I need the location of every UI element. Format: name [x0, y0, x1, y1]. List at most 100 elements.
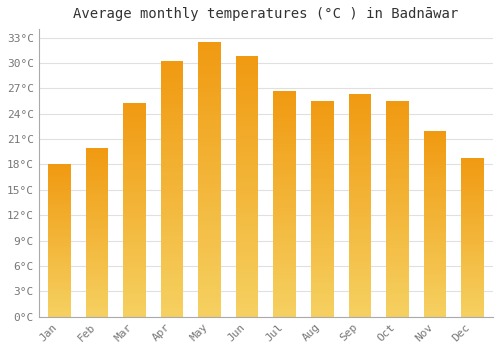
Bar [86, 210, 108, 212]
Bar [236, 291, 258, 295]
Bar [311, 148, 334, 151]
Bar [311, 259, 334, 263]
Bar [86, 249, 108, 252]
Bar [424, 267, 446, 270]
Bar [86, 289, 108, 292]
Bar [274, 121, 296, 125]
Bar [198, 92, 221, 97]
Bar [124, 206, 146, 210]
Bar [386, 198, 408, 202]
Bar [161, 304, 184, 308]
Bar [198, 60, 221, 65]
Bar [311, 252, 334, 256]
Bar [274, 140, 296, 144]
Bar [386, 191, 408, 195]
Bar [48, 289, 70, 292]
Bar [386, 274, 408, 277]
Bar [198, 102, 221, 106]
Bar [86, 207, 108, 210]
Bar [198, 46, 221, 51]
Bar [86, 170, 108, 173]
Bar [386, 133, 408, 137]
Bar [311, 184, 334, 187]
Bar [124, 267, 146, 271]
Bar [386, 234, 408, 238]
Bar [124, 220, 146, 224]
Bar [86, 246, 108, 249]
Bar [461, 253, 483, 256]
Bar [236, 286, 258, 291]
Bar [161, 168, 184, 172]
Bar [274, 189, 296, 192]
Bar [198, 170, 221, 175]
Bar [386, 105, 408, 108]
Bar [274, 204, 296, 208]
Bar [198, 202, 221, 207]
Bar [311, 195, 334, 198]
Bar [124, 128, 146, 131]
Bar [161, 291, 184, 295]
Bar [161, 83, 184, 87]
Bar [198, 147, 221, 152]
Bar [161, 295, 184, 300]
Bar [424, 165, 446, 168]
Bar [86, 258, 108, 260]
Bar [124, 299, 146, 302]
Bar [236, 256, 258, 260]
Bar [86, 272, 108, 274]
Bar [386, 277, 408, 281]
Bar [48, 258, 70, 261]
Bar [198, 253, 221, 257]
Bar [386, 108, 408, 112]
Bar [348, 172, 371, 176]
Bar [424, 162, 446, 165]
Bar [461, 176, 483, 179]
Bar [198, 266, 221, 271]
Bar [461, 261, 483, 264]
Bar [424, 155, 446, 159]
Bar [348, 98, 371, 102]
Bar [236, 278, 258, 282]
Bar [48, 276, 70, 279]
Bar [161, 99, 184, 104]
Bar [236, 191, 258, 195]
Bar [274, 298, 296, 302]
Bar [311, 108, 334, 112]
Bar [48, 218, 70, 220]
Bar [86, 226, 108, 229]
Bar [424, 159, 446, 162]
Bar [311, 166, 334, 169]
Bar [386, 151, 408, 155]
Bar [198, 285, 221, 289]
Bar [48, 302, 70, 304]
Bar [48, 253, 70, 256]
Bar [124, 160, 146, 163]
Bar [48, 284, 70, 286]
Bar [198, 230, 221, 234]
Bar [424, 187, 446, 190]
Bar [274, 279, 296, 283]
Bar [161, 223, 184, 228]
Bar [348, 150, 371, 154]
Bar [461, 298, 483, 301]
Bar [86, 204, 108, 207]
Bar [124, 103, 146, 106]
Bar [348, 135, 371, 139]
Bar [236, 78, 258, 82]
Bar [311, 216, 334, 220]
Bar [386, 295, 408, 299]
Bar [48, 231, 70, 233]
Bar [86, 156, 108, 159]
Bar [161, 215, 184, 219]
Bar [386, 227, 408, 231]
Bar [48, 210, 70, 213]
Bar [311, 162, 334, 166]
Bar [311, 231, 334, 234]
Bar [424, 199, 446, 202]
Bar [386, 112, 408, 116]
Bar [311, 137, 334, 141]
Title: Average monthly temperatures (°C ) in Badnāwar: Average monthly temperatures (°C ) in Ba… [74, 7, 458, 21]
Bar [461, 306, 483, 309]
Bar [311, 227, 334, 231]
Bar [86, 263, 108, 266]
